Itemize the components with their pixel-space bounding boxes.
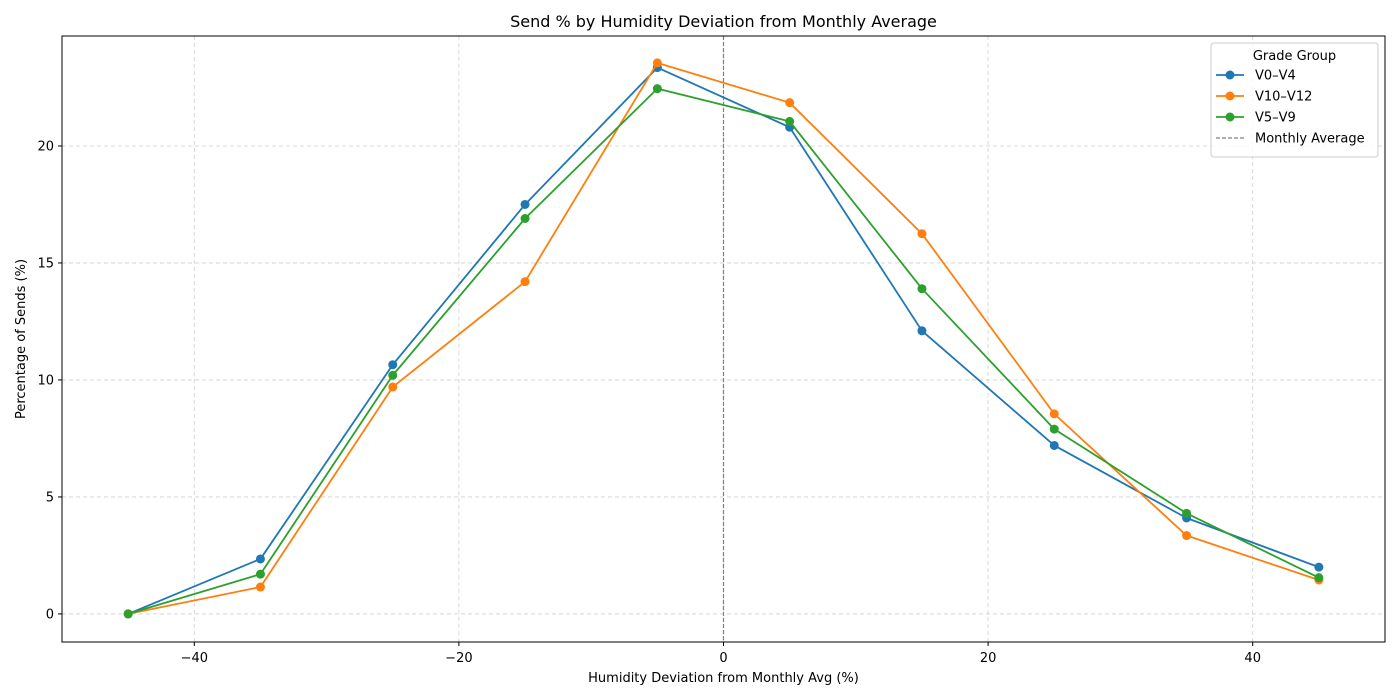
data-point	[388, 370, 398, 380]
data-point	[1049, 440, 1059, 450]
data-point	[388, 360, 398, 370]
legend-entry: V5–V9	[1216, 111, 1296, 126]
x-tick-label: −20	[445, 651, 472, 666]
data-point	[255, 569, 265, 579]
legend-label: V10–V12	[1255, 90, 1312, 105]
series-line	[127, 62, 1320, 615]
legend-label: V0–V4	[1255, 69, 1296, 84]
legend-swatch-marker	[1225, 70, 1235, 80]
legend-label: V5–V9	[1255, 111, 1296, 126]
y-tick-label: 15	[37, 256, 54, 271]
data-point	[1182, 508, 1192, 518]
y-axis-label: Percentage of Sends (%)	[14, 259, 29, 419]
legend-swatch-marker	[1225, 112, 1235, 122]
legend-entry: Monthly Average	[1216, 132, 1365, 147]
x-axis-label: Humidity Deviation from Monthly Avg (%)	[588, 671, 859, 686]
data-point	[255, 554, 265, 564]
legend-items: V0–V4 V10–V12 V5–V9 Monthly Average	[1216, 69, 1365, 147]
data-point	[520, 214, 530, 224]
legend-box	[1210, 42, 1379, 158]
legend-swatch-marker	[1225, 91, 1235, 101]
x-tick-label: 20	[980, 651, 997, 666]
y-tick-label: 20	[37, 139, 54, 154]
y-tick-label: 10	[37, 373, 54, 388]
data-point	[1314, 573, 1324, 583]
data-point	[917, 284, 927, 294]
series-2	[123, 84, 1324, 619]
series-line	[127, 87, 1320, 615]
y-tick-label: 0	[46, 607, 54, 622]
series-line	[127, 66, 1320, 615]
data-point	[1182, 531, 1192, 541]
legend-entry: V10–V12	[1216, 90, 1312, 105]
data-point	[255, 582, 265, 592]
data-point	[785, 116, 795, 126]
data-point	[1314, 562, 1324, 572]
legend: Grade Group V0–V4 V10–V12 V5–V9 Monthly Ave…	[1210, 42, 1379, 158]
data-point	[917, 326, 927, 336]
x-tick-label: 0	[719, 651, 727, 666]
data-point	[123, 609, 133, 619]
x-tick-label: 40	[1244, 651, 1261, 666]
series-layer	[123, 58, 1324, 619]
data-point	[388, 382, 398, 392]
tick-layer: −40 −20 0 20 40 0 5 10 15 20	[37, 139, 1261, 666]
legend-entry: V0–V4	[1216, 69, 1296, 84]
legend-title: Grade Group	[1253, 49, 1336, 64]
data-point	[917, 229, 927, 239]
y-tick-label: 5	[46, 490, 54, 505]
data-point	[785, 98, 795, 108]
x-tick-label: −40	[181, 651, 208, 666]
data-point	[652, 84, 662, 94]
chart-title: Send % by Humidity Deviation from Monthl…	[510, 12, 937, 31]
data-point	[1049, 409, 1059, 419]
data-point	[520, 277, 530, 287]
data-point	[1049, 424, 1059, 434]
data-point	[520, 199, 530, 209]
legend-label: Monthly Average	[1255, 132, 1365, 147]
data-point	[652, 58, 662, 68]
